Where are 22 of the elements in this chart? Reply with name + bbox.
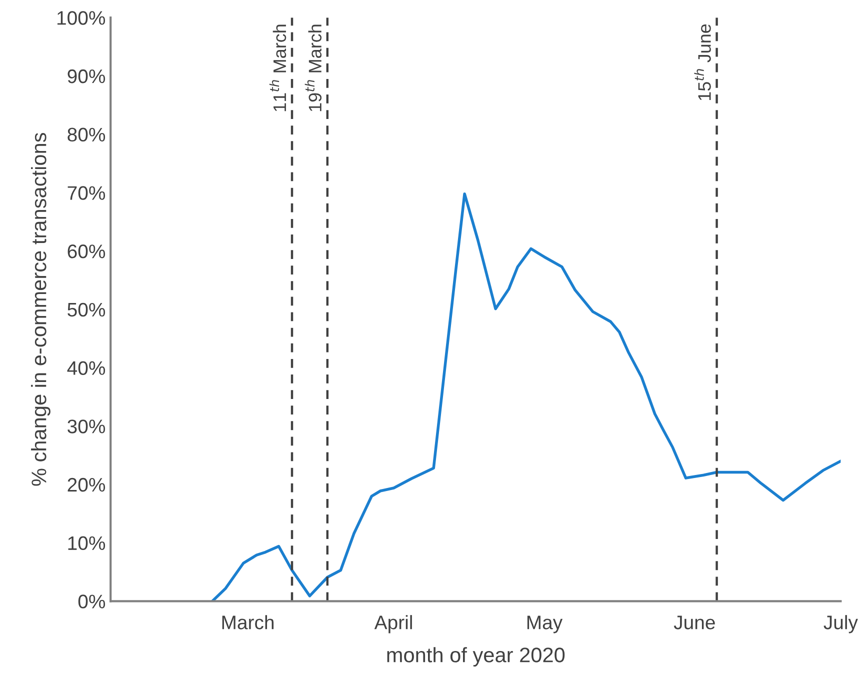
x-tick-label: May <box>527 616 563 634</box>
y-tick-label: 70% <box>68 186 106 200</box>
line-series <box>210 192 841 602</box>
y-tick-label: 20% <box>68 478 106 492</box>
y-tick-label: 10% <box>68 536 106 550</box>
y-axis-title: % change in e-commerce transactions <box>31 132 50 486</box>
ref-line-label: 11$^{th}$ March <box>269 24 286 112</box>
x-tick-label: June <box>674 616 715 630</box>
ref-line-label: 19$^{th}$ March <box>304 24 322 112</box>
y-tick-label: 0% <box>78 594 106 608</box>
y-tick-label: 60% <box>68 244 106 258</box>
y-tick-label: 50% <box>68 302 106 317</box>
x-tick-label: March <box>222 615 274 630</box>
y-tick-label: 100% <box>57 11 106 25</box>
y-tick-label: 30% <box>68 420 106 434</box>
y-tick-label: 90% <box>68 69 106 84</box>
x-tick-label: July <box>824 615 858 634</box>
y-tick-label: 40% <box>67 361 106 375</box>
x-tick-label: April <box>374 615 412 634</box>
x-axis-title: month of year 2020 <box>387 647 565 666</box>
y-tick-label: 80% <box>68 128 106 142</box>
ref-line-label: 15$^{th}$ June <box>694 24 711 100</box>
